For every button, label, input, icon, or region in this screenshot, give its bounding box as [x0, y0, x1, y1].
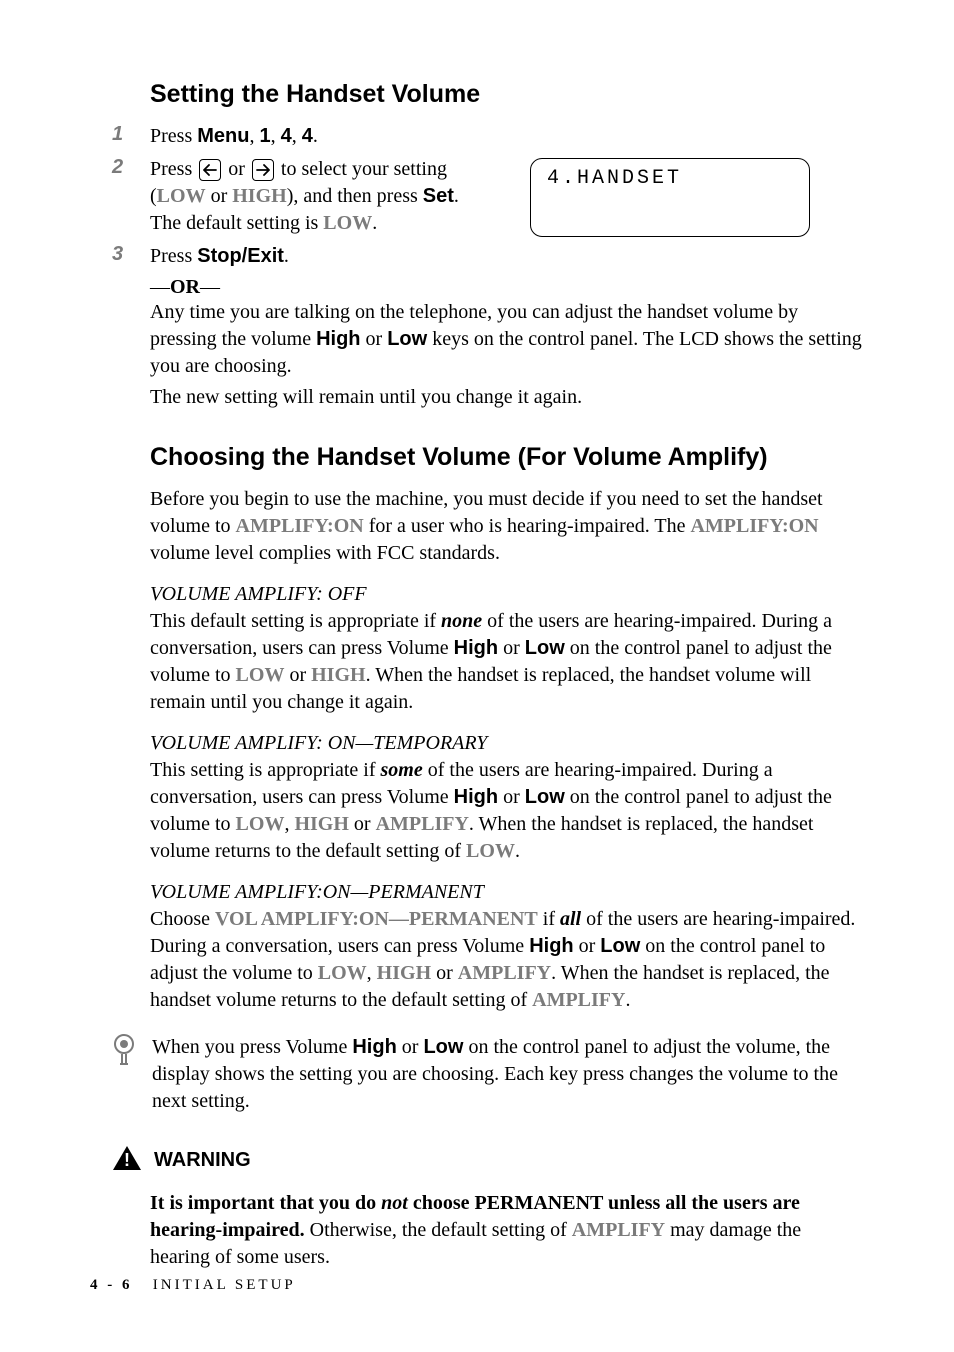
step-2: 2 Press or to select your setting (LOW o… — [112, 156, 864, 237]
warning-text: It is important that you do not choose P… — [150, 1190, 864, 1271]
paragraph: This setting is appropriate if some of t… — [150, 757, 864, 865]
page-number: 4 - 6 — [90, 1277, 133, 1293]
warning-icon: ! — [112, 1145, 142, 1176]
svg-text:!: ! — [124, 1150, 130, 1170]
step-text: Press or to select your setting (LOW or … — [150, 156, 490, 237]
lcd-display: 4.HANDSET — [530, 158, 810, 237]
step-number: 3 — [112, 243, 150, 270]
warning-label: WARNING — [154, 1149, 251, 1172]
heading-choosing-handset-volume: Choosing the Handset Volume (For Volume … — [150, 443, 864, 472]
step-text: Press Stop/Exit. — [150, 243, 864, 270]
warning-header: ! WARNING — [112, 1145, 864, 1176]
heading-setting-handset-volume: Setting the Handset Volume — [150, 80, 864, 109]
paragraph: Before you begin to use the machine, you… — [150, 486, 864, 567]
subheading-amplify-off: VOLUME AMPLIFY: OFF — [150, 583, 864, 606]
note: When you press Volume High or Low on the… — [112, 1034, 864, 1115]
step-number: 1 — [112, 123, 150, 150]
subheading-amplify-on-permanent: VOLUME AMPLIFY:ON—PERMANENT — [150, 881, 864, 904]
paragraph: Any time you are talking on the telephon… — [150, 299, 864, 380]
paragraph: The new setting will remain until you ch… — [150, 384, 864, 411]
section-name: INITIAL SETUP — [153, 1277, 296, 1293]
note-text: When you press Volume High or Low on the… — [152, 1034, 864, 1115]
or-separator: ——OR—OR— — [150, 276, 864, 299]
right-arrow-icon — [252, 159, 274, 181]
paragraph: This default setting is appropriate if n… — [150, 608, 864, 716]
step-3: 3 Press Stop/Exit. — [112, 243, 864, 270]
paragraph: Choose VOL AMPLIFY:ON—PERMANENT if all o… — [150, 906, 864, 1014]
step-number: 2 — [112, 156, 150, 179]
subheading-amplify-on-temporary: VOLUME AMPLIFY: ON—TEMPORARY — [150, 732, 864, 755]
page-footer: 4 - 6 INITIAL SETUP — [90, 1277, 296, 1294]
left-arrow-icon — [199, 159, 221, 181]
step-1: 1 Press Menu, 1, 4, 4. — [112, 123, 864, 150]
lightbulb-icon — [112, 1034, 138, 1115]
step-text: Press Menu, 1, 4, 4. — [150, 123, 864, 150]
